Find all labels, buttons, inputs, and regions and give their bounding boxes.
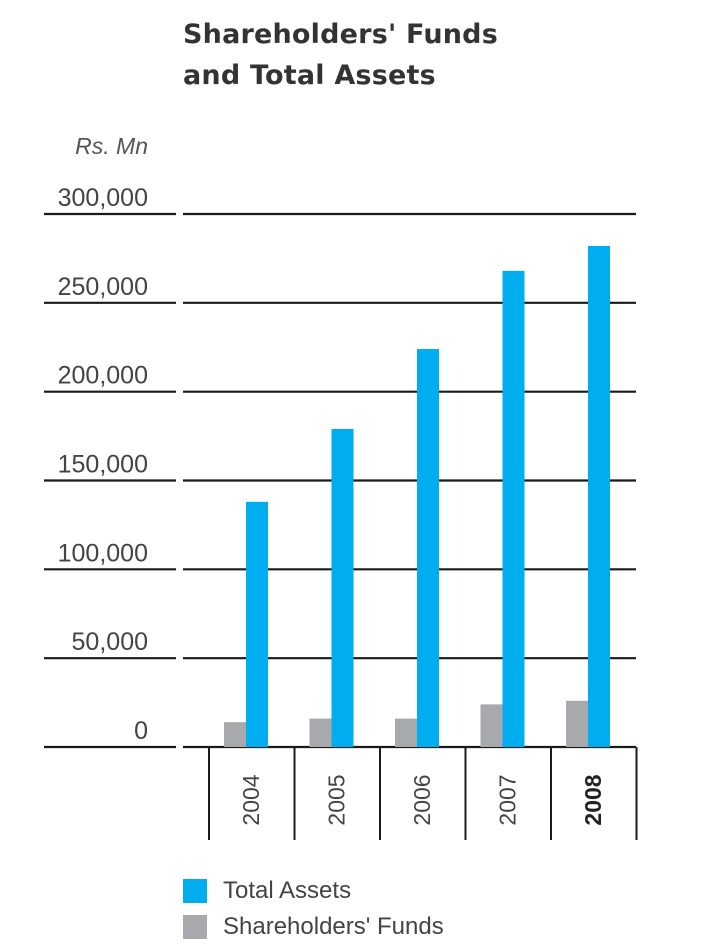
bars [224, 245, 610, 748]
x-tick-labels: 2004 2005 2006 2007 2008 [238, 774, 606, 825]
bar-shareholders-funds-2005 [309, 718, 332, 747]
x-tick-label-2005: 2005 [324, 774, 350, 825]
legend: Total Assets Shareholders' Funds [183, 873, 444, 945]
legend-swatch-total-assets [183, 879, 207, 903]
chart-title: Shareholders' Funds and Total Assets [183, 14, 498, 96]
gridlines [44, 212, 638, 840]
legend-item-shareholders-funds: Shareholders' Funds [183, 909, 444, 945]
x-tick-label-2004: 2004 [238, 774, 264, 825]
bar-total-assets-2007 [502, 270, 525, 747]
bar-shareholders-funds-2004 [224, 722, 246, 747]
y-tick-label: 300,000 [58, 184, 148, 212]
legend-swatch-shareholders-funds [183, 915, 207, 939]
legend-label-shareholders-funds: Shareholders' Funds [223, 913, 444, 940]
bar-chart: Rs. Mn 300,000 250,000 200,000 150,000 100,0… [44, 133, 638, 840]
y-tick-label: 150,000 [58, 451, 148, 479]
bar-shareholders-funds-2006 [395, 718, 417, 747]
bar-total-assets-2008 [588, 245, 610, 748]
legend-label-total-assets: Total Assets [223, 877, 352, 904]
y-tick-label: 100,000 [58, 539, 148, 567]
bar-total-assets-2006 [417, 349, 439, 747]
x-tick-label-2007: 2007 [495, 774, 521, 825]
y-tick-label: 250,000 [58, 273, 148, 301]
y-tick-label: 0 [134, 717, 148, 745]
y-tick-labels: 300,000 250,000 200,000 150,000 100,000 50,00… [58, 184, 148, 745]
legend-item-total-assets: Total Assets [183, 873, 444, 909]
bar-total-assets-2005 [331, 428, 354, 747]
bar-total-assets-2004 [246, 501, 268, 747]
chart-title-line-1: Shareholders' Funds [183, 19, 498, 50]
bar-shareholders-funds-2007 [480, 704, 503, 747]
y-tick-label: 200,000 [58, 362, 148, 390]
y-axis-unit-label: Rs. Mn [75, 133, 148, 159]
y-tick-label: 50,000 [72, 628, 148, 656]
chart-title-line-2: and Total Assets [183, 60, 436, 91]
x-tick-label-2008: 2008 [580, 774, 606, 825]
bar-shareholders-funds-2008 [566, 700, 588, 747]
x-tick-label-2006: 2006 [409, 774, 435, 825]
